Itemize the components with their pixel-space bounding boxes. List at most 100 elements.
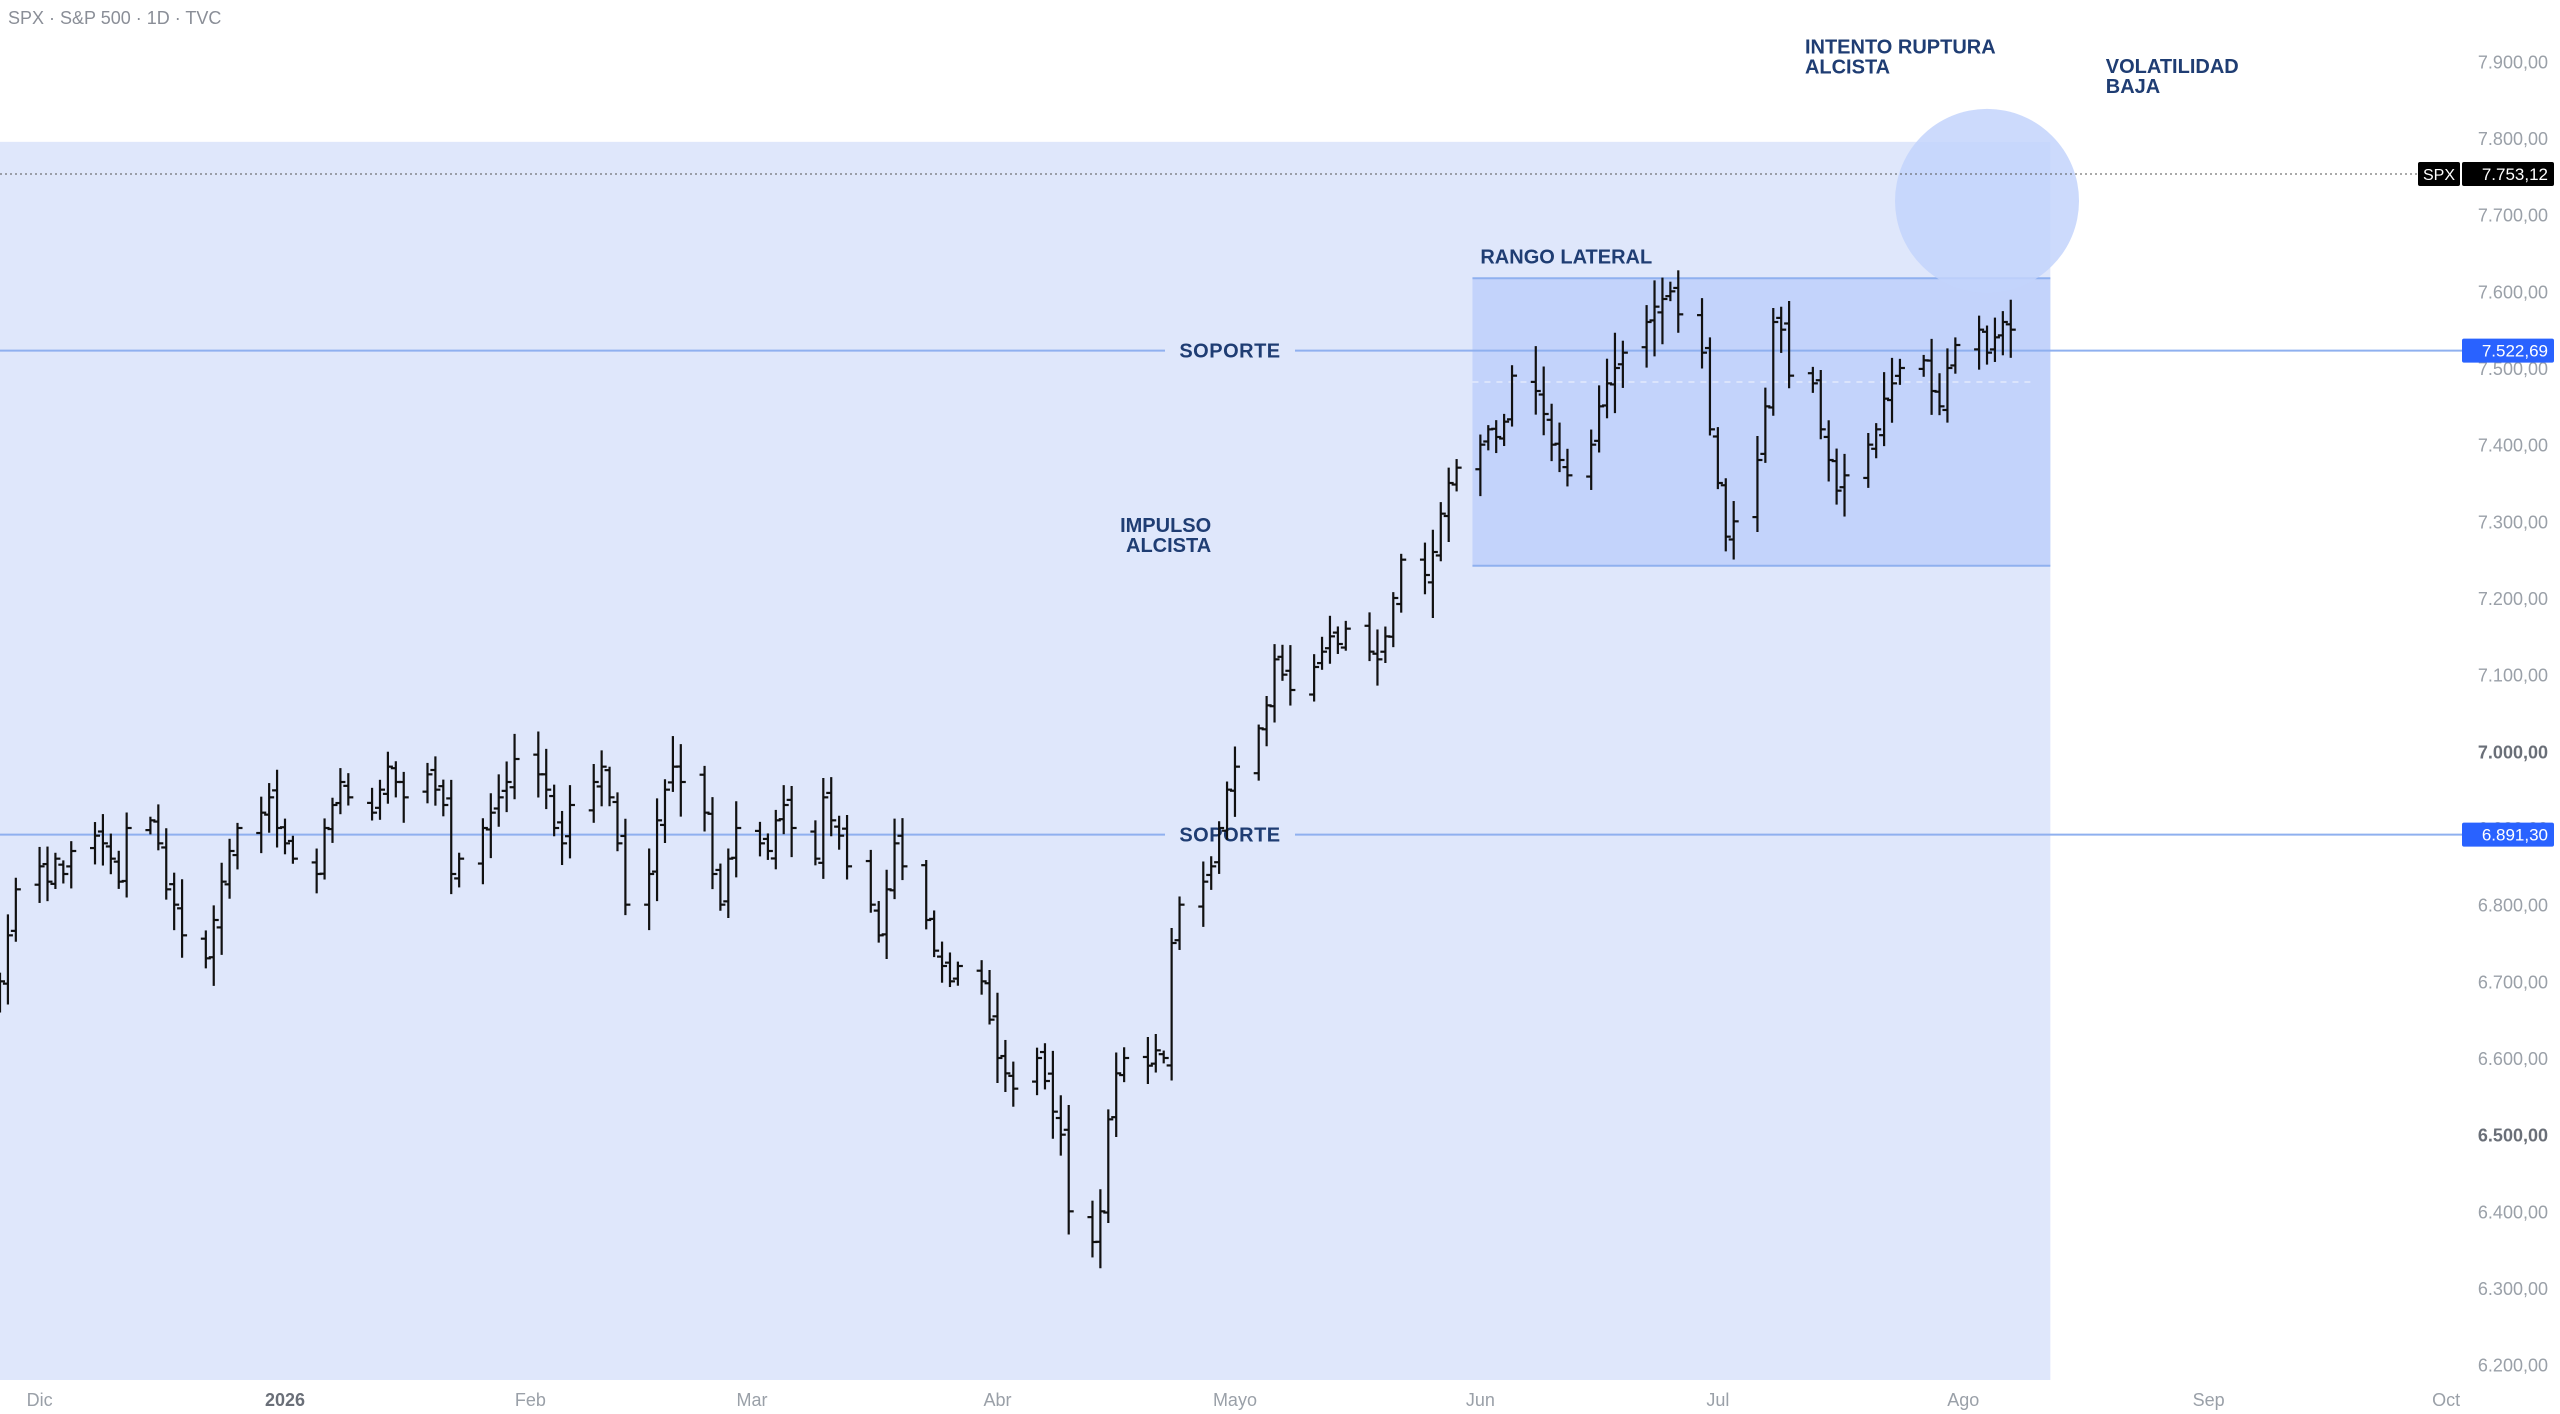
ohlc-bar [1214, 821, 1225, 874]
last-price-badge-symbol-bg [2418, 161, 2460, 186]
ohlc-bar [58, 860, 69, 884]
price-axis[interactable]: 6.200,00 6.300,00 6.400,00 6.500,00 6.600,00… [2418, 52, 2554, 1376]
level-badge-1-text: 6.891,30 [2482, 826, 2548, 845]
time-axis[interactable]: Dic 2026 Feb Mar Abr Mayo Jun Jul Ago Sep Oct [27, 1390, 2461, 1410]
ohlc-bar [382, 751, 393, 804]
ohlc-bar [2005, 299, 2016, 358]
ohlc-bar [596, 750, 607, 807]
ohlc-bar [1095, 1189, 1106, 1269]
ohlc-bar [1427, 529, 1438, 618]
ohlc-bar [1807, 366, 1818, 393]
ohlc-bar [826, 777, 837, 837]
ohlc-bar [620, 818, 631, 916]
ohlc-bar [1871, 423, 1882, 459]
level-badge-1-bg [2462, 822, 2554, 847]
ohlc-bar [422, 762, 433, 804]
x-tick-label: Sep [2193, 1390, 2225, 1410]
ohlc-bar [1008, 1061, 1019, 1107]
annotation-line: ALCISTA [1805, 57, 1890, 79]
y-tick-label: 7.300,00 [2478, 512, 2548, 532]
ohlc-bar [1894, 358, 1905, 385]
ohlc-bar [169, 872, 180, 931]
ohlc-bar [818, 777, 829, 879]
ohlc-bar [944, 952, 955, 988]
y-tick-label: 7.700,00 [2478, 206, 2548, 226]
ohlc-bar [1776, 306, 1787, 353]
breakout-circle [1895, 108, 2080, 293]
ohlc-bar [335, 768, 346, 815]
ohlc-bar [34, 846, 45, 903]
ohlc-bar [612, 792, 623, 852]
ohlc-bar [279, 818, 290, 855]
ohlc-bar [786, 785, 797, 858]
ohlc-bar [557, 810, 568, 866]
ohlc-bar [644, 848, 655, 931]
ohlc-bar [477, 818, 488, 885]
ohlc-bar [89, 822, 100, 865]
annotation-1: VOLATILIDAD BAJA [2106, 56, 2239, 98]
ohlc-bar [1475, 434, 1486, 497]
ohlc-bar [121, 812, 132, 898]
ohlc-bar [929, 910, 940, 958]
ohlc-bar [937, 941, 948, 983]
ohlc-bar [952, 961, 963, 986]
ohlc-bar [1332, 626, 1343, 654]
ohlc-bar [1364, 612, 1375, 662]
ohlc-bar [1158, 1050, 1169, 1064]
annotation-line: IMPULSO [1120, 515, 1211, 537]
y-tick-label: 7.100,00 [2478, 666, 2548, 686]
ohlc-bar [834, 815, 845, 850]
ohlc-bar [454, 852, 465, 888]
annotation-0: INTENTO RUPTURA ALCISTA [1805, 37, 1996, 79]
x-tick-label: Jul [1706, 1390, 1729, 1410]
ohlc-bars [0, 270, 2016, 1269]
ohlc-bar [1277, 644, 1288, 681]
x-tick-label: Ago [1947, 1390, 1979, 1410]
ohlc-bar [1768, 307, 1779, 416]
support-label-1: SOPORTE [1179, 825, 1280, 847]
ohlc-bar [430, 756, 441, 806]
ohlc-bar [1673, 270, 1684, 333]
rango-lateral [1472, 278, 2051, 566]
ohlc-bar [1435, 502, 1446, 562]
ohlc-bar [1142, 1036, 1153, 1085]
ohlc-bar [1989, 317, 2000, 362]
ohlc-bar [2, 914, 13, 1005]
ohlc-bar [1562, 448, 1573, 487]
ohlc-bar [1538, 366, 1549, 436]
y-tick-label: 7.000,00 [2478, 742, 2548, 762]
ohlc-bar [1396, 553, 1407, 613]
x-tick-label: Mayo [1213, 1390, 1257, 1410]
level-badge-0-text: 7.522,69 [2482, 342, 2548, 361]
ohlc-bar [1150, 1033, 1161, 1073]
symbol-header: SPX · S&P 500 · 1D · TVC [8, 8, 222, 28]
ohlc-bar [50, 852, 61, 889]
ohlc-bar [604, 766, 615, 807]
ohlc-bar [1728, 501, 1739, 560]
y-tick-label: 7.500,00 [2478, 359, 2548, 379]
annotation-line: RANGO LATERAL [1480, 247, 1652, 269]
ohlc-bar [731, 801, 742, 878]
ohlc-bar [327, 797, 338, 843]
ohlc-bar [485, 793, 496, 859]
ohlc-bar [1032, 1047, 1043, 1096]
ohlc-bar [1269, 644, 1280, 723]
support-label-0: SOPORTE [1179, 341, 1280, 363]
ohlc-bar [699, 765, 710, 832]
levels-layer: SOPORTE SOPORTE [0, 173, 2462, 847]
ohlc-bar [0, 972, 5, 1013]
ohlc-bar [549, 784, 560, 837]
ohlc-bar [1055, 1095, 1066, 1156]
ohlc-bar [1720, 478, 1731, 552]
y-tick-label: 7.800,00 [2478, 129, 2548, 149]
level-badge-0-bg [2462, 338, 2554, 363]
y-tick-label: 6.600,00 [2478, 1049, 2548, 1069]
y-tick-label: 6.400,00 [2478, 1202, 2548, 1222]
last-price-badge-symbol: SPX [2423, 167, 2455, 184]
ohlc-bar [501, 761, 512, 813]
ohlc-bar [1419, 542, 1430, 595]
ohlc-bar [1372, 629, 1383, 686]
ohlc-bar [10, 877, 21, 942]
ohlc-bar [287, 835, 298, 864]
